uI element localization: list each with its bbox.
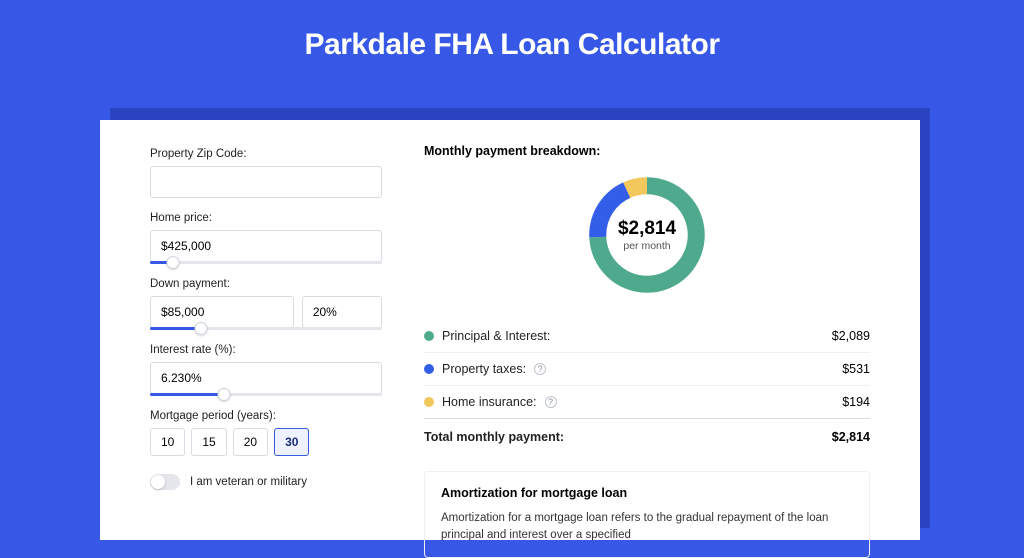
- breakdown-lines: Principal & Interest: $2,089 Property taxe…: [424, 320, 870, 418]
- legend-dot-icon: [424, 364, 434, 374]
- donut-total-sub: per month: [623, 240, 670, 252]
- veteran-label: I am veteran or military: [190, 476, 307, 488]
- breakdown-item-value: $194: [842, 395, 870, 409]
- down-payment-amount-input[interactable]: [150, 296, 294, 328]
- breakdown-line: Home insurance:? $194: [424, 385, 870, 418]
- interest-rate-label: Interest rate (%):: [150, 344, 382, 356]
- total-row: Total monthly payment: $2,814: [424, 418, 870, 453]
- mortgage-period-field: Mortgage period (years): 10152030: [150, 410, 382, 456]
- payment-donut: $2,814 per month: [582, 170, 712, 300]
- interest-rate-slider[interactable]: [150, 393, 382, 396]
- breakdown-line: Property taxes:? $531: [424, 352, 870, 385]
- home-price-slider-thumb[interactable]: [167, 256, 180, 269]
- period-btn-15[interactable]: 15: [191, 428, 226, 456]
- donut-container: $2,814 per month: [424, 166, 870, 320]
- breakdown-item-label: Home insurance:: [442, 395, 537, 409]
- breakdown-line: Principal & Interest: $2,089: [424, 320, 870, 352]
- amortization-body: Amortization for a mortgage loan refers …: [441, 510, 853, 543]
- total-label: Total monthly payment:: [424, 430, 564, 444]
- home-price-slider[interactable]: [150, 261, 382, 264]
- amortization-heading: Amortization for mortgage loan: [441, 486, 853, 500]
- down-payment-field: Down payment:: [150, 278, 382, 330]
- donut-total-amount: $2,814: [618, 218, 676, 240]
- inputs-panel: Property Zip Code: Home price: Down paym…: [100, 120, 400, 540]
- zip-field: Property Zip Code:: [150, 148, 382, 198]
- interest-rate-input[interactable]: [150, 362, 382, 394]
- page-title: Parkdale FHA Loan Calculator: [0, 0, 1024, 84]
- down-payment-pct-input[interactable]: [302, 296, 382, 328]
- total-value: $2,814: [832, 430, 870, 444]
- legend-dot-icon: [424, 397, 434, 407]
- veteran-toggle[interactable]: [150, 474, 180, 490]
- home-price-input[interactable]: [150, 230, 382, 262]
- help-icon[interactable]: ?: [534, 363, 546, 375]
- period-btn-30[interactable]: 30: [274, 428, 309, 456]
- legend-dot-icon: [424, 331, 434, 341]
- breakdown-item-label: Principal & Interest:: [442, 329, 550, 343]
- amortization-box: Amortization for mortgage loan Amortizat…: [424, 471, 870, 558]
- down-payment-slider[interactable]: [150, 327, 382, 330]
- home-price-field: Home price:: [150, 212, 382, 264]
- veteran-row: I am veteran or military: [150, 474, 382, 490]
- calculator-card: Property Zip Code: Home price: Down paym…: [100, 120, 920, 540]
- period-buttons: 10152030: [150, 428, 382, 456]
- period-btn-20[interactable]: 20: [233, 428, 268, 456]
- period-btn-10[interactable]: 10: [150, 428, 185, 456]
- help-icon[interactable]: ?: [545, 396, 557, 408]
- interest-rate-field: Interest rate (%):: [150, 344, 382, 396]
- breakdown-item-value: $2,089: [832, 329, 870, 343]
- mortgage-period-label: Mortgage period (years):: [150, 410, 382, 422]
- breakdown-item-value: $531: [842, 362, 870, 376]
- interest-rate-slider-thumb[interactable]: [218, 388, 231, 401]
- zip-label: Property Zip Code:: [150, 148, 382, 160]
- home-price-label: Home price:: [150, 212, 382, 224]
- zip-input[interactable]: [150, 166, 382, 198]
- breakdown-heading: Monthly payment breakdown:: [424, 144, 870, 158]
- breakdown-item-label: Property taxes:: [442, 362, 526, 376]
- results-panel: Monthly payment breakdown: $2,814 per mo…: [400, 120, 920, 540]
- veteran-toggle-knob: [151, 475, 165, 489]
- down-payment-slider-thumb[interactable]: [195, 322, 208, 335]
- down-payment-label: Down payment:: [150, 278, 382, 290]
